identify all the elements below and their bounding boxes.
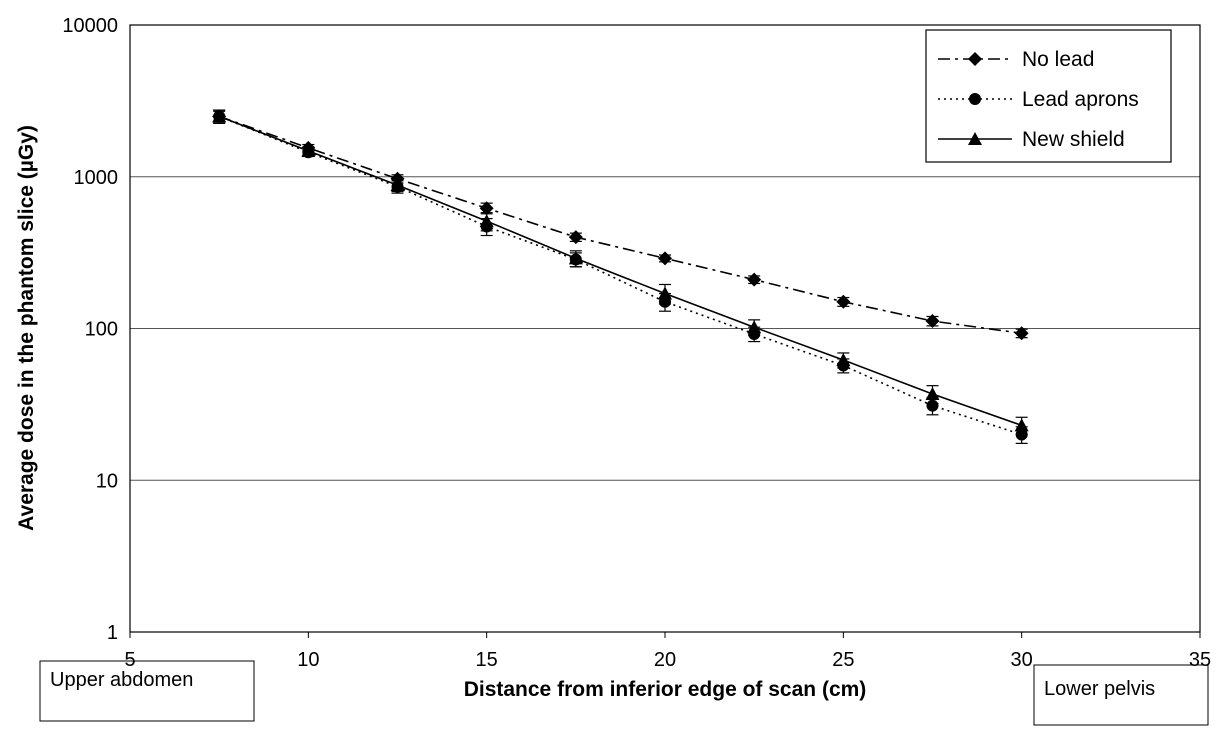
x-axis-title: Distance from inferior edge of scan (cm) <box>464 678 867 701</box>
legend-label-no-lead: No lead <box>1022 48 1094 71</box>
data-point-new-shield-2 <box>390 178 405 192</box>
data-point-no-lead-9 <box>1014 326 1029 341</box>
region-label-right-text: Lower pelvis <box>1044 678 1155 700</box>
data-point-new-shield-3 <box>479 214 494 228</box>
y-tick-label-10: 10 <box>96 470 118 492</box>
y-tick-label-100: 100 <box>85 319 118 341</box>
region-label-left-text: Upper abdomen <box>50 669 193 691</box>
data-point-new-shield-6 <box>747 320 762 334</box>
data-point-new-shield-8 <box>925 387 940 401</box>
data-point-new-shield-7 <box>836 353 851 367</box>
series-line-new-shield <box>218 115 1022 427</box>
data-point-no-lead-7 <box>836 294 851 309</box>
series-group <box>212 109 1029 444</box>
legend-marker-new-shield <box>968 132 982 145</box>
y-tick-label-1: 1 <box>107 622 118 644</box>
data-point-new-shield-5 <box>658 286 672 300</box>
data-point-no-lead-6 <box>747 272 762 287</box>
legend-label-new-shield: New shield <box>1022 128 1125 151</box>
data-point-new-shield-1 <box>301 143 316 157</box>
series-new-shield <box>212 109 1029 436</box>
y-tick-label-1000: 1000 <box>74 167 119 189</box>
region-label-right: Lower pelvis <box>1033 664 1209 726</box>
legend: No lead Lead aprons New shield <box>925 29 1172 163</box>
x-tick-label-10: 10 <box>297 649 319 671</box>
data-point-new-shield-4 <box>568 251 583 265</box>
data-point-no-lead-5 <box>658 251 672 266</box>
data-point-lead-aprons-8 <box>926 399 939 412</box>
x-tick-label-25: 25 <box>832 649 854 671</box>
x-tick-label-5: 5 <box>124 649 135 671</box>
x-tick-label-20: 20 <box>654 649 676 671</box>
data-point-no-lead-8 <box>925 314 940 329</box>
data-point-new-shield-9 <box>1014 418 1029 432</box>
x-tick-label-15: 15 <box>476 649 498 671</box>
y-axis-title: Average dose in the phantom slice (µGy) <box>15 125 38 531</box>
legend-box <box>925 29 1172 163</box>
data-point-new-shield-0 <box>212 109 227 123</box>
data-point-no-lead-3 <box>479 201 494 216</box>
y-tick-label-10000: 10000 <box>62 15 118 37</box>
legend-marker-lead-aprons <box>969 93 981 105</box>
data-point-no-lead-4 <box>568 230 583 245</box>
series-line-lead-aprons <box>218 115 1022 436</box>
region-label-left: Upper abdomen <box>39 660 255 722</box>
gridlines <box>130 176 1200 481</box>
legend-marker-no-lead <box>968 52 982 66</box>
series-no-lead <box>212 109 1029 341</box>
y-tick-labels: 1 10 100 1000 10000 <box>62 15 118 644</box>
legend-label-lead-aprons: Lead aprons <box>1022 88 1139 111</box>
series-line-no-lead <box>218 115 1022 335</box>
x-tick-label-30: 30 <box>1011 649 1033 671</box>
